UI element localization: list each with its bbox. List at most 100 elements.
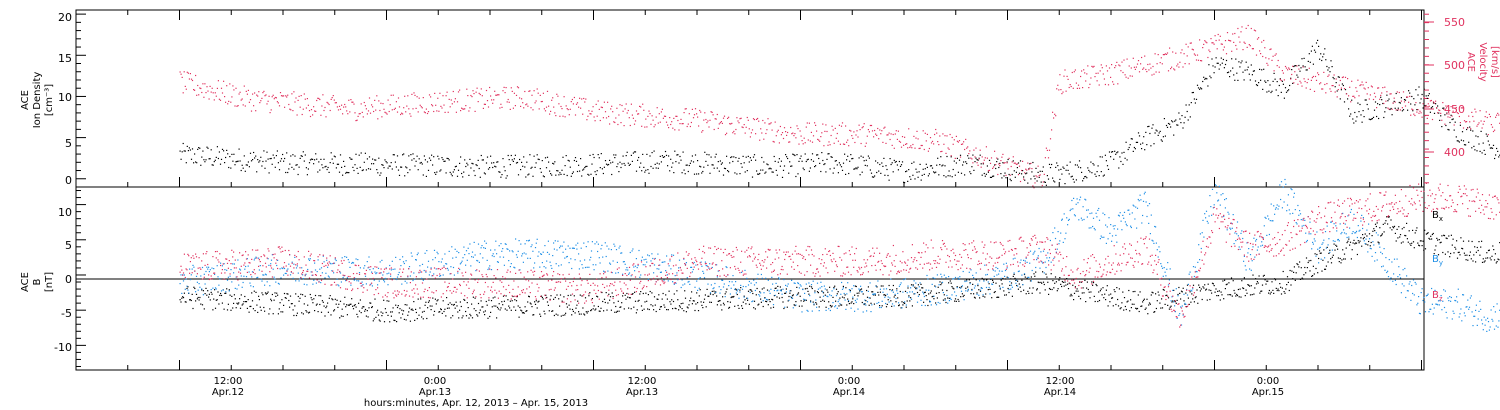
bx-point	[460, 305, 462, 308]
density-point	[1145, 131, 1147, 133]
density-point	[952, 168, 954, 171]
density-point	[1486, 135, 1488, 137]
bx-point	[1231, 295, 1233, 297]
bx-point	[915, 288, 917, 290]
bx-point	[701, 304, 703, 306]
bx-point	[709, 301, 711, 303]
density-point	[479, 176, 481, 178]
velocity-point	[531, 94, 533, 96]
bx-point	[184, 301, 186, 303]
velocity-point	[839, 143, 841, 145]
bx-point	[406, 304, 408, 306]
velocity-point	[776, 131, 778, 133]
bx-point	[597, 296, 599, 298]
velocity-point	[1430, 99, 1432, 102]
density-point	[338, 171, 341, 173]
density-point	[989, 176, 992, 178]
bx-point	[1203, 287, 1205, 289]
bx-point	[1425, 233, 1427, 235]
bx-point	[446, 307, 449, 309]
by-point	[725, 266, 727, 268]
bx-point	[192, 307, 194, 310]
by-point	[421, 277, 423, 279]
by-point	[556, 249, 558, 251]
density-point	[1283, 97, 1285, 99]
bx-point	[557, 314, 559, 316]
velocity-point	[570, 101, 572, 103]
bx-point	[180, 301, 182, 303]
velocity-point	[569, 108, 571, 110]
by-point	[240, 275, 242, 277]
bx-point	[1391, 229, 1393, 231]
by-point	[297, 272, 299, 274]
velocity-point	[434, 92, 436, 94]
density-point	[1465, 144, 1467, 146]
density-point	[1353, 122, 1355, 124]
bx-point	[955, 300, 957, 302]
velocity-point	[897, 130, 899, 132]
density-point	[596, 170, 598, 172]
velocity-point	[1226, 32, 1229, 34]
velocity-point	[423, 111, 425, 113]
density-point	[1304, 66, 1306, 68]
bx-point	[459, 309, 461, 311]
density-point	[546, 156, 549, 158]
velocity-point	[978, 158, 980, 160]
by-point	[265, 274, 267, 276]
density-point	[908, 169, 910, 171]
bx-point	[1418, 244, 1420, 246]
velocity-point	[1311, 77, 1313, 79]
by-point	[261, 280, 263, 282]
density-point	[1230, 70, 1232, 72]
velocity-point	[923, 148, 925, 151]
bx-point	[657, 298, 659, 300]
bx-point	[551, 310, 553, 312]
bx-point	[395, 304, 397, 306]
velocity-point	[223, 80, 225, 82]
by-point	[670, 268, 672, 270]
velocity-point	[753, 119, 756, 121]
velocity-point	[406, 105, 408, 107]
velocity-point	[1340, 87, 1342, 89]
velocity-point	[827, 144, 829, 146]
density-point	[625, 155, 627, 157]
velocity-point	[428, 94, 431, 96]
bx-point	[439, 311, 441, 313]
by-point	[693, 261, 695, 264]
velocity-point	[524, 90, 526, 93]
bx-point	[556, 294, 558, 296]
velocity-point	[1263, 39, 1265, 42]
density-point	[938, 174, 940, 176]
density-point	[671, 166, 673, 168]
bx-point	[747, 290, 750, 292]
velocity-point	[420, 106, 422, 108]
density-point	[709, 172, 711, 174]
bx-point	[800, 300, 802, 302]
by-point	[263, 274, 265, 276]
velocity-point	[601, 106, 603, 109]
velocity-point	[801, 140, 803, 142]
bx-point	[592, 308, 594, 310]
density-point	[1361, 121, 1363, 123]
bx-point	[1422, 240, 1424, 242]
velocity-point	[426, 112, 429, 115]
by-point	[342, 277, 344, 279]
by-point	[223, 263, 225, 265]
by-point	[614, 245, 616, 247]
velocity-point	[1186, 55, 1188, 57]
bx-point	[767, 304, 769, 306]
magnetic-minor-ticks-left	[76, 190, 86, 367]
velocity-point	[188, 78, 190, 80]
velocity-point	[1026, 169, 1028, 171]
density-point	[980, 163, 982, 165]
bx-point	[324, 315, 326, 317]
density-point	[549, 170, 551, 172]
velocity-point	[414, 94, 416, 96]
density-point	[823, 163, 825, 166]
density-point	[969, 171, 971, 173]
bx-point	[694, 309, 696, 312]
bx-point	[1385, 220, 1387, 222]
density-point	[1315, 42, 1318, 44]
bx-point	[740, 287, 742, 289]
by-point	[757, 273, 759, 275]
